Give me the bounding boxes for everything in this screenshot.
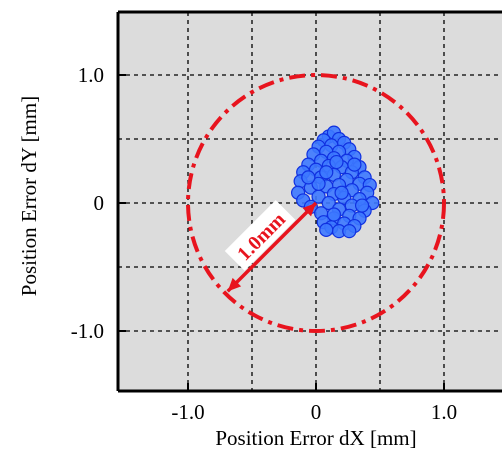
x-axis-label: Position Error dX [mm] (215, 426, 416, 449)
tolerance-circle (186, 73, 446, 333)
x-tick-label: 1.0 (431, 400, 457, 424)
x-tick-label: 0 (311, 400, 322, 424)
x-tick-label: -1.0 (171, 400, 204, 424)
arrowhead-center (302, 203, 316, 217)
radius-label-box (224, 200, 296, 271)
data-point (342, 224, 357, 239)
y-tick-label: 0 (94, 191, 105, 215)
y-axis-label: Position Error dY [mm] (17, 96, 41, 296)
axes (116, 10, 502, 393)
data-point (321, 195, 336, 211)
data-point (334, 185, 349, 200)
data-point (319, 222, 334, 237)
data-point (311, 176, 326, 191)
y-tick-label: 1.0 (78, 63, 104, 87)
radius-arrow-line (226, 201, 318, 293)
data-point (301, 170, 316, 185)
tick-labels: -1.0 0 1.0 -1.0 0 1.0 (71, 63, 457, 424)
data-point (347, 157, 362, 172)
data-point (329, 154, 344, 170)
data-point (354, 198, 370, 213)
arrowhead-edge (227, 277, 242, 292)
data-point (326, 207, 342, 222)
y-tick-label: -1.0 (71, 319, 104, 343)
data-point (319, 165, 334, 180)
